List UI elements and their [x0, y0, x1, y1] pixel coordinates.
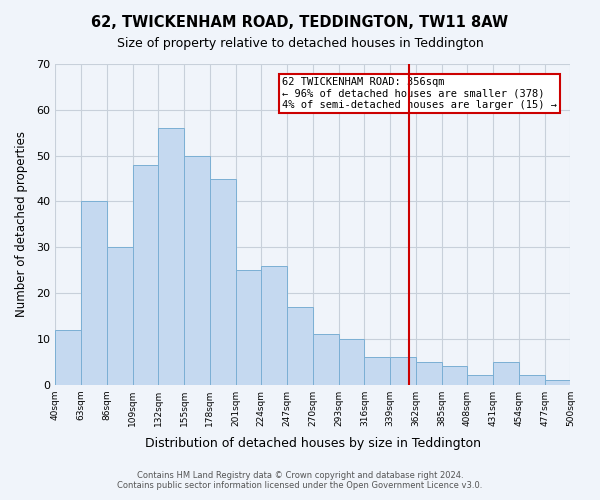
Bar [81, 202, 107, 384]
Bar [262, 266, 287, 384]
Bar [545, 380, 571, 384]
Y-axis label: Number of detached properties: Number of detached properties [15, 132, 28, 318]
Bar [416, 362, 442, 384]
Text: 62 TWICKENHAM ROAD: 356sqm
← 96% of detached houses are smaller (378)
4% of semi: 62 TWICKENHAM ROAD: 356sqm ← 96% of deta… [282, 77, 557, 110]
Bar [442, 366, 467, 384]
Text: Contains HM Land Registry data © Crown copyright and database right 2024.
Contai: Contains HM Land Registry data © Crown c… [118, 470, 482, 490]
Bar [313, 334, 338, 384]
Bar [390, 357, 416, 384]
Bar [364, 357, 390, 384]
Bar [338, 339, 364, 384]
Bar [467, 376, 493, 384]
Bar [236, 270, 262, 384]
Text: 62, TWICKENHAM ROAD, TEDDINGTON, TW11 8AW: 62, TWICKENHAM ROAD, TEDDINGTON, TW11 8A… [91, 15, 509, 30]
Bar [287, 307, 313, 384]
Bar [158, 128, 184, 384]
Bar [107, 247, 133, 384]
X-axis label: Distribution of detached houses by size in Teddington: Distribution of detached houses by size … [145, 437, 481, 450]
Bar [210, 178, 236, 384]
Bar [133, 165, 158, 384]
Bar [55, 330, 81, 384]
Bar [493, 362, 519, 384]
Bar [519, 376, 545, 384]
Text: Size of property relative to detached houses in Teddington: Size of property relative to detached ho… [116, 38, 484, 51]
Bar [184, 156, 210, 384]
